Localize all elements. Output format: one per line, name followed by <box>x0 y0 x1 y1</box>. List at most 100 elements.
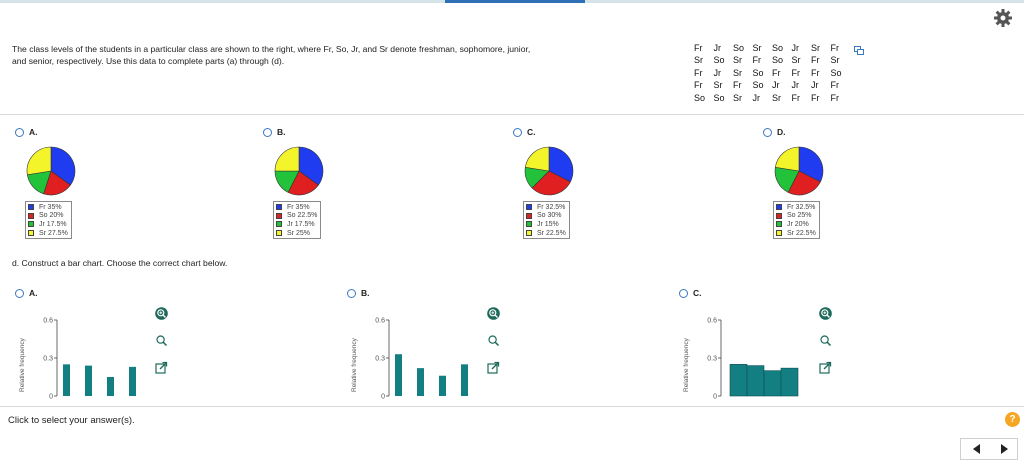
y-tick-label: 0.6 <box>707 318 717 325</box>
pie-slice-fr <box>548 146 574 183</box>
data-cell: Fr <box>752 55 762 66</box>
data-cell: Sr <box>811 43 820 53</box>
legend-label: So 22.5% <box>287 212 318 220</box>
zoom-out-icon[interactable] <box>155 334 168 347</box>
bar-so <box>746 365 765 397</box>
data-cell: Fr <box>811 55 820 66</box>
bar-option-label: C. <box>693 288 702 298</box>
y-tick-label: 0.3 <box>43 356 53 363</box>
data-cell: So <box>713 55 725 66</box>
popout-icon[interactable] <box>155 361 168 374</box>
pie-legend: Fr 32.5% So 25% Jr 20% Sr 22.5% <box>773 201 820 240</box>
divider <box>0 406 1024 407</box>
bar-option-label: A. <box>29 288 38 298</box>
zoom-in-icon[interactable] <box>819 307 832 320</box>
zoom-in-icon[interactable] <box>487 307 500 320</box>
zoom-in-icon[interactable] <box>155 307 168 320</box>
data-cell: Fr <box>791 67 801 78</box>
gear-icon[interactable] <box>993 8 1013 28</box>
legend-label: So 30% <box>537 212 562 220</box>
bar-fr <box>729 364 748 397</box>
legend-label: Sr 25% <box>287 229 310 237</box>
top-progress-active <box>445 0 585 3</box>
data-cell: Sr <box>733 55 742 66</box>
data-cell: Jr <box>791 80 800 91</box>
data-cell: Fr <box>694 43 703 53</box>
legend-item-fr: Fr 32.5% <box>526 203 566 212</box>
bar-chart: 0.6 0.3 0 <box>375 318 468 401</box>
y-tick-label: 0.6 <box>43 318 53 325</box>
data-cell: So <box>733 43 745 53</box>
y-tick-label: 0 <box>381 394 385 401</box>
legend-swatch <box>28 204 34 211</box>
data-cell: Jr <box>713 43 722 53</box>
legend-item-fr: Fr 35% <box>276 203 317 212</box>
bar-sr <box>780 367 799 397</box>
data-cell: Jr <box>811 80 819 91</box>
legend-item-fr: Fr 35% <box>28 203 68 212</box>
legend-item-sr: Sr 27.5% <box>28 229 68 238</box>
y-tick-label: 0.3 <box>375 356 385 363</box>
y-tick-label: 0 <box>49 394 53 401</box>
legend-label: Jr 20% <box>787 220 809 228</box>
pie-option-a-radio[interactable] <box>15 128 24 137</box>
y-tick-label: 0 <box>713 394 717 401</box>
data-cell: Fr <box>830 43 840 53</box>
bar-option-b-radio[interactable] <box>347 289 356 298</box>
legend-label: Fr 32.5% <box>787 203 816 211</box>
pie-chart <box>774 146 824 196</box>
zoom-out-icon[interactable] <box>487 334 500 347</box>
bar-chart: 0.6 0.3 0 <box>43 318 136 401</box>
data-row: Fr Sr Fr So Jr Jr Jr Fr <box>694 79 850 91</box>
pie-option-label: C. <box>527 127 536 137</box>
data-cell: So <box>752 67 764 78</box>
pie-chart <box>274 146 324 196</box>
bar-so <box>85 365 92 396</box>
divider <box>0 114 1024 115</box>
legend-item-jr: Jr 17.5% <box>276 220 317 229</box>
data-cell: Fr <box>811 67 820 78</box>
zoom-out-icon[interactable] <box>819 334 832 347</box>
data-cell: Sr <box>694 55 703 66</box>
legend-label: Fr 35% <box>39 203 62 211</box>
next-arrow-icon[interactable] <box>998 443 1010 455</box>
legend-label: So 20% <box>39 212 64 220</box>
legend-item-so: So 22.5% <box>276 212 317 221</box>
legend-item-so: So 20% <box>28 212 68 221</box>
data-cell: Fr <box>772 67 781 78</box>
part-d-instruction: d. Construct a bar chart. Choose the cor… <box>12 258 228 268</box>
pie-slice-sr <box>274 146 300 172</box>
question-text: The class levels of the students in a pa… <box>12 44 531 66</box>
copy-icon[interactable] <box>854 46 864 55</box>
legend-swatch <box>28 230 34 237</box>
legend-label: Sr 22.5% <box>537 229 566 237</box>
data-cell: So <box>713 92 725 103</box>
pie-option-b-radio[interactable] <box>263 128 272 137</box>
pie-option-label: A. <box>29 127 38 137</box>
help-button[interactable]: ? <box>1005 412 1020 427</box>
bar-option-c-radio[interactable] <box>679 289 688 298</box>
bar-jr <box>107 377 114 396</box>
data-cell: So <box>772 55 784 66</box>
legend-swatch <box>526 221 532 228</box>
pie-option-d-radio[interactable] <box>763 128 772 137</box>
footer-instruction: Click to select your answer(s). <box>8 415 135 426</box>
legend-swatch <box>526 212 532 219</box>
legend-swatch <box>776 204 782 211</box>
y-axis-label: Relative frequency <box>19 338 26 392</box>
bar-chart: 0.6 0.3 0 <box>707 318 799 401</box>
popout-icon[interactable] <box>819 361 832 374</box>
popout-icon[interactable] <box>487 361 500 374</box>
pie-option-c-radio[interactable] <box>513 128 522 137</box>
legend-item-so: So 30% <box>526 212 566 221</box>
pie-option-label: D. <box>777 127 786 137</box>
bar-option-a-radio[interactable] <box>15 289 24 298</box>
legend-label: So 25% <box>787 212 812 220</box>
legend-swatch <box>28 221 34 228</box>
pie-slice-fr <box>798 146 824 183</box>
bar-jr <box>763 370 782 397</box>
prev-arrow-icon[interactable] <box>971 443 983 455</box>
pie-slice-sr <box>26 146 52 176</box>
nav-controls <box>960 438 1018 460</box>
legend-swatch <box>776 230 782 237</box>
